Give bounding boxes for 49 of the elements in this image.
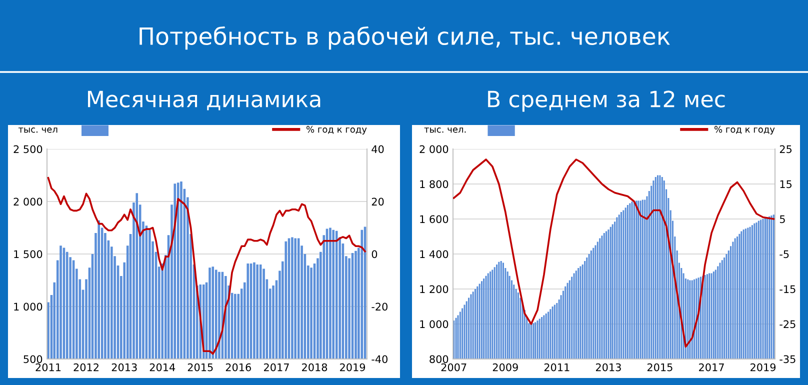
legend-label: % год к году (714, 126, 775, 134)
y-tick-label: 1 400 (420, 250, 448, 258)
y-tick-label: 1 800 (420, 180, 448, 188)
y2-tick-label: -25 (780, 320, 796, 328)
x-tick-label: 2017 (264, 363, 289, 372)
legend-label: % год к году (306, 126, 367, 134)
x-tick-label: 2011 (544, 363, 570, 372)
x-tick-label: 2019 (340, 363, 366, 372)
y2-tick-label: 25 (780, 145, 792, 154)
x-tick-label: 2016 (226, 363, 251, 372)
y2-tick-label: -35 (780, 355, 796, 364)
y-tick-label: 800 (430, 355, 448, 364)
x-tick-label: 2017 (699, 363, 724, 372)
y2-tick-label: -40 (372, 355, 388, 364)
y-tick-label: 2 500 (14, 145, 42, 154)
chart-title: Потребность в рабочей силе, тыс. человек (140, 26, 670, 50)
y-tick-label: 1 600 (420, 215, 448, 224)
y-tick-label: 2 000 (14, 198, 42, 206)
x-tick-label: 2012 (74, 363, 98, 372)
x-tick-label: 2011 (36, 363, 61, 372)
x-tick-label: 2015 (188, 363, 213, 372)
y-tick-label: 1 000 (420, 320, 448, 328)
x-tick-label: 2013 (596, 363, 621, 372)
x-tick-label: 2009 (492, 363, 518, 372)
x-tick-label: 2015 (647, 363, 672, 372)
y2-tick-label: 5 (780, 215, 785, 224)
y2-tick-label: -15 (780, 285, 796, 294)
y-tick-label: 1 200 (420, 285, 448, 294)
x-tick-label: 2013 (112, 363, 137, 372)
x-tick-label: 2018 (302, 363, 328, 372)
y-tick-label: 500 (24, 355, 42, 364)
y2-tick-label: -20 (372, 302, 388, 311)
y2-tick-label: 40 (372, 145, 384, 154)
y-axis-title: тыс. чел. (424, 128, 466, 133)
line-series (47, 176, 366, 355)
x-tick-label: 2007 (441, 363, 466, 372)
x-tick-label: 2014 (150, 363, 176, 372)
y-tick-label: 1 000 (14, 302, 42, 311)
y2-tick-label: -5 (780, 250, 789, 258)
y2-tick-label: 0 (372, 250, 378, 258)
y2-tick-label: 20 (372, 198, 384, 206)
y2-tick-label: 15 (780, 180, 792, 188)
y-tick-label: 1 500 (14, 250, 42, 258)
line-series (453, 158, 775, 348)
x-tick-label: 2019 (750, 363, 776, 372)
y-axis-title: тыс. чел (18, 128, 58, 133)
chart-subtitle: Месячная динамика (88, 90, 320, 110)
y-tick-label: 2 000 (420, 145, 448, 154)
chart-subtitle: В среднем за 12 мес (488, 90, 725, 112)
